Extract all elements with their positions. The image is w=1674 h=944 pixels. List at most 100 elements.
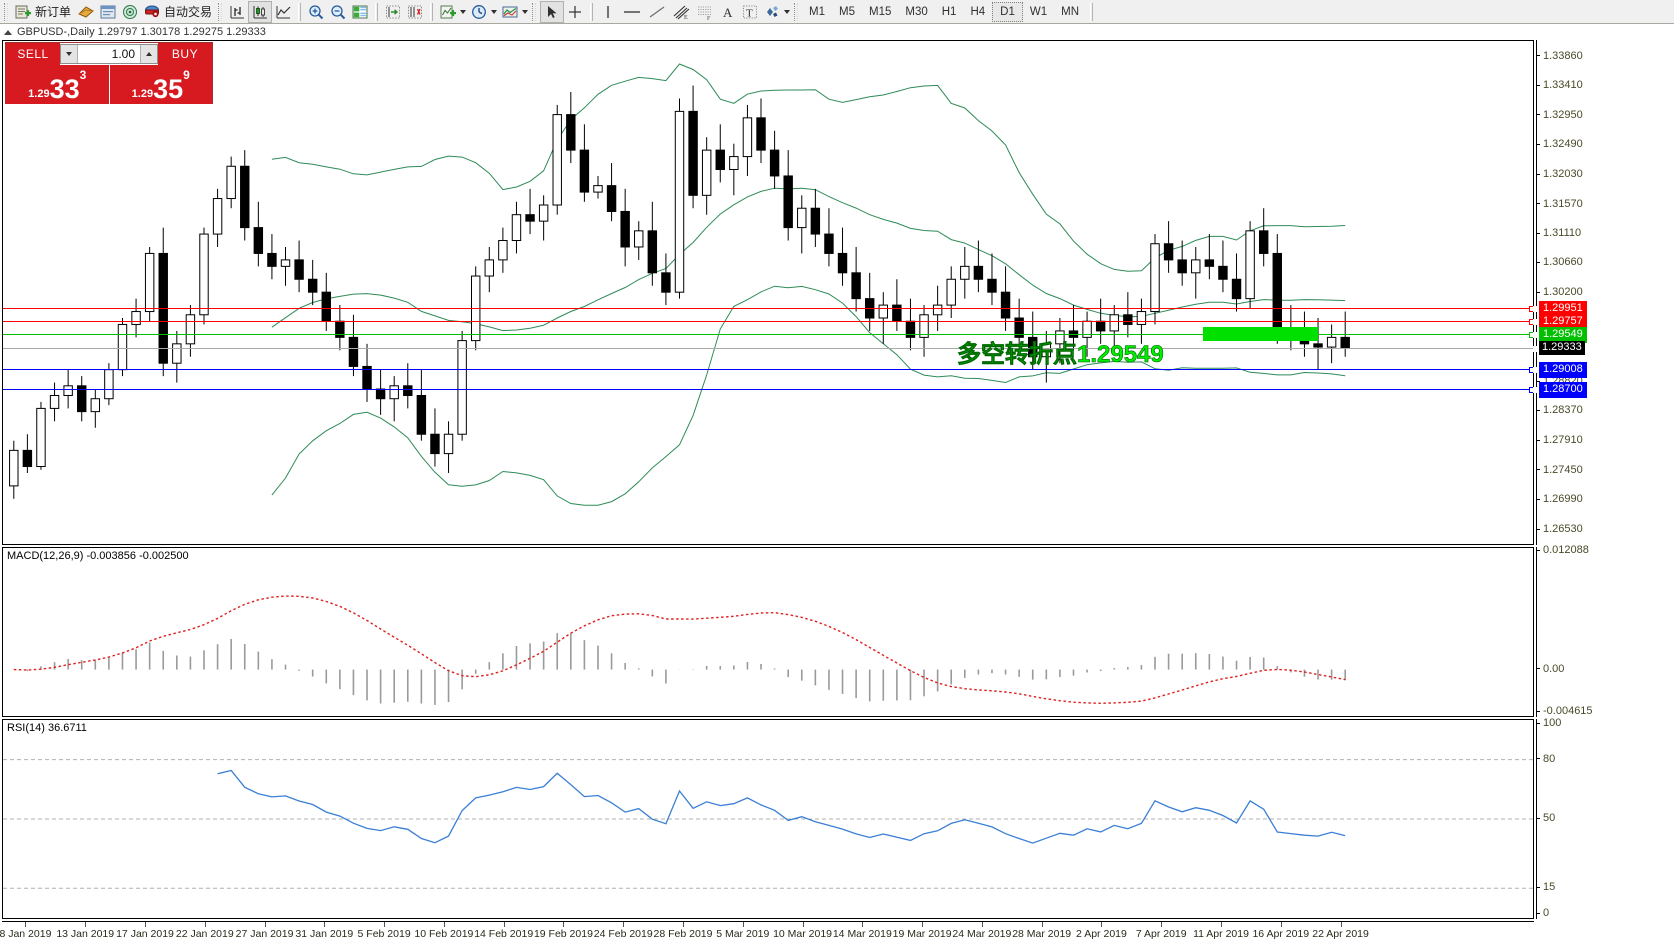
indicators-dropdown-arrow[interactable]	[460, 9, 467, 14]
price-level-line-support-5[interactable]	[3, 387, 1539, 394]
timeframe-m15[interactable]: M15	[869, 5, 892, 18]
autotrading-icon[interactable]	[141, 1, 163, 23]
timeframe-h4[interactable]: H4	[970, 5, 986, 18]
indicators-icon[interactable]	[437, 1, 459, 23]
volume-value[interactable]: 1.00	[111, 47, 135, 61]
sell-price-display[interactable]: 1.29 33 3	[6, 65, 110, 104]
new-order-label[interactable]: 新订单	[35, 5, 72, 19]
price-badge-resistance[interactable]: 1.29951	[1539, 301, 1587, 318]
chart-template-icon[interactable]	[75, 1, 97, 23]
time-label: 22 Jan 2019	[175, 928, 234, 940]
buy-button[interactable]: BUY	[158, 43, 212, 65]
timeframe-m30[interactable]: M30	[905, 5, 928, 18]
tile-windows-icon[interactable]	[349, 1, 371, 23]
volume-spinner[interactable]: 1.00	[60, 44, 158, 64]
sell-button[interactable]: SELL	[6, 43, 60, 65]
toolbar-grip[interactable]	[4, 2, 8, 21]
toolbar-separator-2	[375, 2, 379, 21]
crosshair-icon[interactable]	[564, 1, 586, 23]
time-label: 2 Apr 2019	[1076, 928, 1127, 940]
timeframe-m5[interactable]: M5	[839, 5, 855, 18]
time-tick	[264, 922, 266, 927]
price-tick: 1.33410	[1536, 79, 1583, 91]
time-label: 22 Apr 2019	[1312, 928, 1369, 940]
price-scale-macd[interactable]: 0.012088 0.00 -0.004615	[1536, 545, 1674, 717]
shapes-icon[interactable]	[761, 1, 783, 23]
time-label: 31 Jan 2019	[295, 928, 354, 940]
time-tick	[742, 922, 744, 927]
price-badge-current-price[interactable]: 1.29333	[1539, 341, 1585, 356]
line-chart-icon[interactable]	[272, 1, 294, 23]
shapes-dropdown-arrow[interactable]	[784, 9, 791, 14]
autotrading-label[interactable]: 自动交易	[164, 5, 213, 19]
text-icon[interactable]: A	[717, 1, 739, 23]
price-level-handle[interactable]	[1529, 332, 1535, 339]
price-badge-pivot[interactable]: 1.29549	[1539, 327, 1587, 344]
timeframe-m1[interactable]: M1	[809, 5, 826, 18]
equidistant-channel-icon[interactable]: E	[669, 1, 693, 23]
price-tick: 1.31110	[1536, 228, 1581, 239]
fibonacci-icon[interactable]: F	[693, 1, 717, 23]
text-label-icon[interactable]: T	[739, 1, 761, 23]
volume-dropdown-icon[interactable]	[61, 45, 78, 63]
timeframe-d1[interactable]: D1	[992, 1, 1023, 22]
timeframe-h1[interactable]: H1	[941, 5, 957, 18]
price-tick: 1.32490	[1536, 139, 1583, 150]
zoom-out-icon[interactable]	[327, 1, 349, 23]
vertical-line-icon[interactable]	[597, 1, 619, 23]
shift-chart-icon[interactable]	[382, 1, 404, 23]
macd-canvas	[13, 595, 1347, 705]
price-level-handle[interactable]	[1529, 306, 1535, 313]
buy-price-display[interactable]: 1.29 35 9	[109, 65, 212, 104]
auto-scroll-icon[interactable]	[404, 1, 426, 23]
timeframe-group: M1 M5 M15 M30 H1 H4 D1 W1 MN	[802, 1, 1086, 22]
templates-icon[interactable]	[499, 1, 521, 23]
timeframe-w1[interactable]: W1	[1029, 5, 1048, 18]
price-level-handle[interactable]	[1529, 387, 1535, 394]
price-badge-support[interactable]: 1.28700	[1539, 382, 1587, 399]
one-click-trading-panel[interactable]: SELL 1.00 BUY 1.29 33 3 1.29 35 9	[5, 42, 213, 104]
macd-pane[interactable]: MACD(12,26,9) -0.003856 -0.002500	[2, 547, 1534, 717]
horizontal-line-icon[interactable]	[619, 1, 645, 23]
time-tick	[1041, 922, 1043, 927]
toolbar-grip-3[interactable]	[532, 2, 537, 21]
price-level-line-current-price-3[interactable]	[3, 346, 1539, 353]
period-dropdown-arrow[interactable]	[491, 9, 498, 14]
trade-panel-price-row: 1.29 33 3 1.29 35 9	[6, 65, 212, 104]
time-label: 8 Jan 2019	[0, 928, 52, 940]
time-label: 27 Jan 2019	[235, 928, 294, 940]
data-window-icon[interactable]	[97, 1, 119, 23]
price-tick: 1.32950	[1536, 109, 1583, 121]
time-label: 17 Jan 2019	[116, 928, 174, 940]
volume-increment-icon[interactable]	[140, 45, 157, 63]
price-level-line-pivot-2[interactable]	[3, 332, 1539, 339]
main-price-pane[interactable]	[2, 40, 1539, 545]
collapse-triangle-icon[interactable]	[4, 29, 12, 35]
price-scale-rsi[interactable]: 100 80 50 15 0	[1536, 718, 1674, 919]
cursor-icon[interactable]	[540, 0, 565, 23]
navigator-icon[interactable]	[119, 1, 141, 23]
price-scale-main[interactable]: 1.33860 1.33410 1.32950 1.32490 1.32030 1.315…	[1536, 40, 1674, 545]
trend-line-icon[interactable]	[645, 1, 669, 23]
time-tick	[862, 922, 864, 927]
timeframe-mn[interactable]: MN	[1061, 5, 1079, 18]
price-level-line-support-4[interactable]	[3, 367, 1539, 374]
price-level-line-resistance-0[interactable]	[3, 306, 1539, 313]
toolbar-grip-4[interactable]	[794, 2, 799, 21]
period-icon[interactable]	[468, 1, 490, 23]
chart-annotation-text[interactable]: 多空转折点1.29549	[957, 341, 1164, 369]
new-order-icon[interactable]	[12, 1, 34, 23]
zoom-in-icon[interactable]	[305, 1, 327, 23]
bar-chart-icon[interactable]	[226, 1, 248, 23]
price-level-line-resistance-1[interactable]	[3, 318, 1539, 325]
toolbar-grip-2[interactable]	[218, 2, 223, 21]
candlestick-chart-icon[interactable]	[248, 0, 273, 23]
price-level-handle[interactable]	[1529, 318, 1535, 325]
price-badge-support[interactable]: 1.29008	[1539, 362, 1587, 379]
price-level-handle[interactable]	[1529, 367, 1535, 374]
templates-dropdown-arrow[interactable]	[522, 9, 529, 14]
time-axis[interactable]: 8 Jan 2019 13 Jan 2019 17 Jan 2019 22 Jan 2…	[0, 921, 1534, 943]
rsi-pane[interactable]: RSI(14) 36.6711	[2, 719, 1534, 919]
price-tick: 1.32030	[1536, 169, 1583, 180]
time-tick	[204, 922, 206, 927]
